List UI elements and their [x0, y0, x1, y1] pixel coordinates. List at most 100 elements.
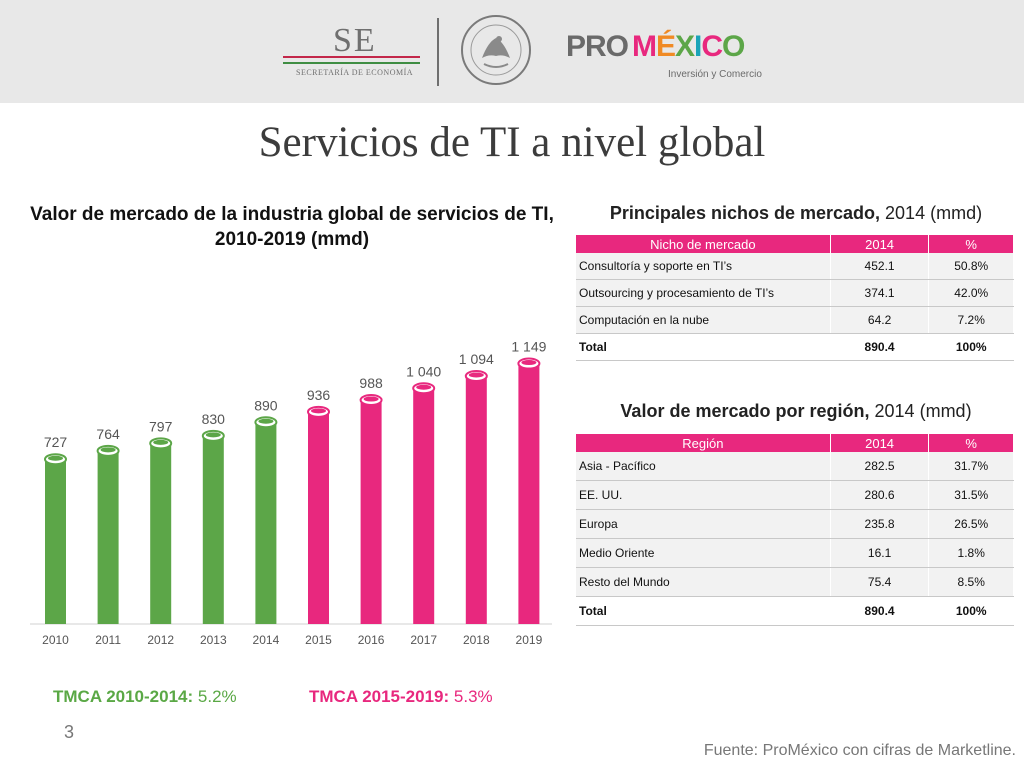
table-cell: Consultoría y soporte en TI’s	[576, 253, 831, 280]
data-label: 936	[307, 387, 331, 403]
table-cell: 235.8	[830, 509, 930, 539]
bar-cap-inner	[205, 432, 221, 438]
table-cell: Computación en la nube	[576, 306, 831, 334]
table-row: Europa 235.8 26.5%	[576, 509, 1014, 539]
page-number: 3	[64, 722, 75, 742]
table-cell: 31.7%	[928, 452, 1014, 481]
table-cell: 7.2%	[928, 306, 1014, 334]
data-label: 988	[359, 375, 383, 391]
table-cell: Europa	[576, 509, 831, 539]
data-label: 1 149	[511, 339, 546, 355]
table-cell: Asia - Pacífico	[576, 452, 831, 481]
promexico-logo-letter: O	[722, 30, 745, 63]
table2-title: Valor de mercado por región, 2014 (mmd)	[576, 400, 1016, 424]
tmca-value: 5.2%	[197, 687, 237, 706]
table2-title-unit: (mmd)	[919, 401, 972, 421]
table-cell: 42.0%	[928, 279, 1014, 307]
table-cell: Total	[576, 333, 831, 361]
header-bar: SE SECRETARÍA DE ECONOMÍA PRO MÉXICO Inv…	[0, 0, 1024, 103]
promexico-logo-letter: X	[675, 30, 695, 63]
chart-title-line2: 2010-2019 (mmd)	[214, 229, 370, 250]
data-label: 797	[149, 418, 173, 434]
table2-header-row: Región 2014%	[576, 434, 1014, 452]
tmca-label: TMCA 2010-2014:	[53, 687, 194, 706]
bar	[255, 422, 277, 624]
tmca-value: 5.3%	[453, 687, 493, 706]
table2-header-cell: %	[928, 434, 1014, 452]
data-label: 1 094	[459, 351, 494, 367]
table-row: Asia - Pacífico 282.5 31.7%	[576, 452, 1014, 481]
table1-total-row: Total 890.4 100%	[576, 333, 1014, 361]
table-row: EE. UU. 280.6 31.5%	[576, 480, 1014, 510]
market-niches-table: Nicho de mercado 2014% Consultoría y sopor…	[576, 235, 1014, 361]
table-row: Computación en la nube 64.2 7.2%	[576, 306, 1014, 334]
market-by-region-table: Región 2014% Asia - Pacífico 282.5 31.7% EE. …	[576, 434, 1014, 626]
bar-cap-inner	[468, 372, 484, 378]
table-cell: 26.5%	[928, 509, 1014, 539]
table-cell: 100%	[928, 333, 1014, 361]
se-logo: SE SECRETARÍA DE ECONOMÍA	[283, 22, 423, 84]
promexico-logo-letter: I	[694, 30, 702, 63]
bar	[202, 435, 224, 624]
se-logo-green-line	[283, 62, 420, 64]
table-cell: 280.6	[830, 480, 930, 510]
table-cell: 374.1	[830, 279, 930, 307]
table-cell: Medio Oriente	[576, 538, 831, 568]
bar-cap-inner	[48, 455, 63, 461]
se-logo-red-line	[283, 56, 420, 58]
x-tick-label: 2012	[147, 633, 174, 647]
x-tick-label: 2018	[463, 633, 490, 647]
table-cell: 282.5	[830, 452, 930, 481]
chart-title: Valor de mercado de la industria global …	[0, 202, 584, 252]
table-cell: 8.5%	[928, 567, 1014, 597]
bar	[45, 459, 66, 624]
se-logo-caption: SECRETARÍA DE ECONOMÍA	[296, 68, 414, 77]
promexico-logo: PRO MÉXICO Inversión y Comercio	[566, 30, 776, 85]
header-divider	[437, 18, 439, 86]
table-cell: EE. UU.	[576, 480, 831, 510]
bar-cap-inner	[153, 439, 169, 445]
bar	[518, 363, 540, 624]
x-tick-label: 2016	[358, 633, 385, 647]
tmca-label: TMCA 2015-2019:	[309, 687, 450, 706]
table2-header-cell: Región	[576, 434, 831, 452]
table-row: Outsourcing y procesamiento de TI’s 374.1…	[576, 279, 1014, 307]
table-cell: 16.1	[830, 538, 930, 568]
x-tick-label: 2019	[516, 633, 543, 647]
table-cell: 890.4	[830, 596, 930, 626]
bar	[150, 443, 172, 624]
bar-cap-inner	[100, 447, 116, 453]
table1-title-unit: (mmd)	[930, 203, 983, 223]
table1-header-row: Nicho de mercado 2014%	[576, 235, 1014, 253]
eagle-seal-icon	[461, 15, 531, 85]
table-cell: 452.1	[830, 253, 930, 280]
table2-title-year: 2014	[874, 401, 915, 421]
chart-title-line1: Valor de mercado de la industria global …	[30, 204, 554, 225]
table1-title-year: 2014	[885, 203, 926, 223]
data-label: 764	[96, 426, 120, 442]
bar-cap-inner	[363, 396, 379, 402]
table-cell: 100%	[928, 596, 1014, 626]
bar	[97, 450, 119, 624]
se-logo-letters: SE	[333, 22, 377, 59]
x-tick-label: 2015	[305, 633, 332, 647]
table-row: Medio Oriente 16.1 1.8%	[576, 538, 1014, 568]
table1-title-text: Principales nichos de mercado,	[609, 203, 881, 223]
table1-title: Principales nichos de mercado, 2014 (mmd…	[576, 202, 1016, 226]
table-row: Consultoría y soporte en TI’s 452.1 50.8%	[576, 253, 1014, 280]
bar	[308, 411, 329, 624]
table1-header-cell: Nicho de mercado	[576, 235, 831, 253]
promexico-logo-subtitle: Inversión y Comercio	[668, 69, 762, 80]
x-tick-label: 2017	[410, 633, 437, 647]
promexico-logo-mexico: MÉXICO	[632, 30, 745, 64]
data-label: 727	[44, 434, 68, 450]
x-tick-label: 2013	[200, 633, 227, 647]
data-label: 1 040	[406, 363, 441, 379]
table-cell: Total	[576, 596, 831, 626]
table-cell: 31.5%	[928, 480, 1014, 510]
bar-chart: 727 2010 764 2011 797 2012 830 2013 890 2014 936 20…	[30, 339, 552, 647]
table-row: Resto del Mundo 75.4 8.5%	[576, 567, 1014, 597]
table-cell: 890.4	[830, 333, 930, 361]
data-label: 890	[254, 397, 278, 413]
table1-header-cell: 2014	[830, 235, 930, 253]
